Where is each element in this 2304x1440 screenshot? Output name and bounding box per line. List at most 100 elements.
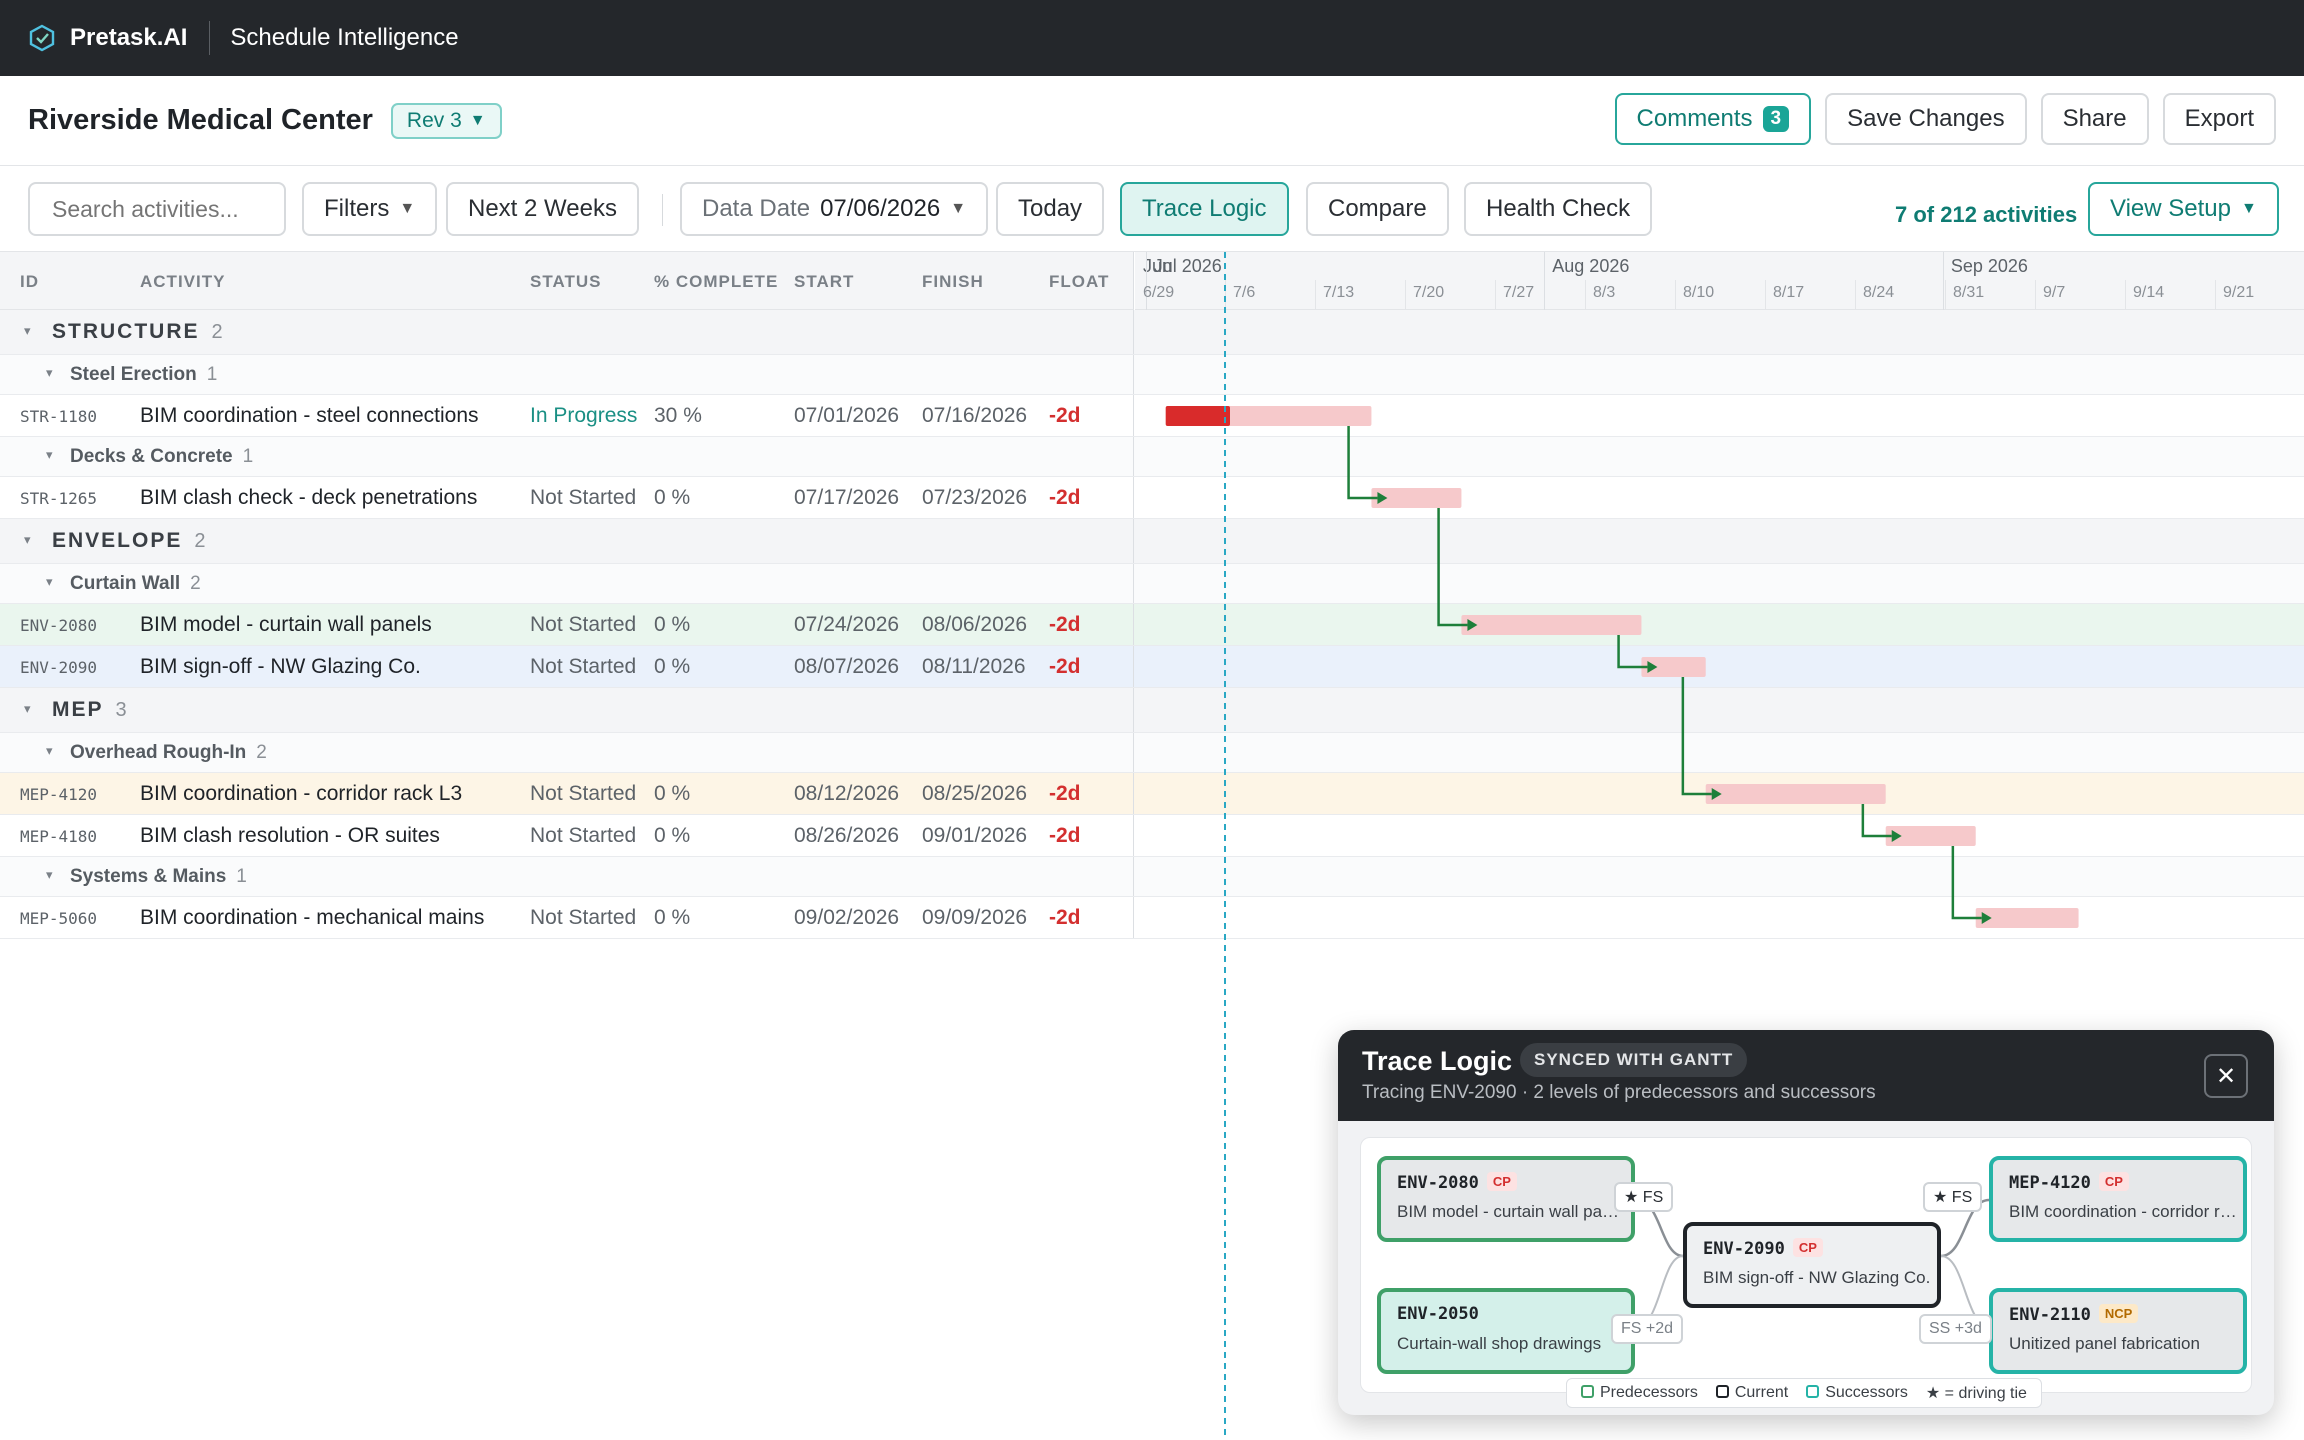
timeline-month-label: Sep 2026 xyxy=(1950,256,2028,276)
view-setup-dropdown[interactable]: View Setup ▼ xyxy=(2088,182,2279,236)
dependency-arrow-icon xyxy=(1891,830,1902,842)
timeline-week-label: 9/21 xyxy=(2223,284,2255,301)
chevron-down-icon[interactable]: ▾ xyxy=(24,701,31,716)
table-row[interactable]: ENV-2080 BIM model - curtain wall panels N… xyxy=(0,604,2304,646)
export-button[interactable]: Export xyxy=(2162,93,2276,145)
filters-dropdown[interactable]: Filters ▼ xyxy=(302,182,438,236)
legend-swatch xyxy=(1581,1385,1594,1398)
column-header-float[interactable]: FLOAT xyxy=(1049,272,1110,291)
group-row[interactable]: ▾ ENVELOPE 2 xyxy=(0,519,2304,564)
trace-node-predecessor[interactable]: ENV-2050 Curtain-wall shop drawings xyxy=(1377,1288,1635,1374)
critical-path-tag: CP xyxy=(2098,1172,2129,1191)
close-icon[interactable]: ✕ xyxy=(2204,1054,2248,1098)
compare-button[interactable]: Compare xyxy=(1306,182,1449,236)
table-row[interactable]: ENV-2090 BIM sign-off - NW Glazing Co. Not… xyxy=(0,646,2304,688)
timeline-week-divider xyxy=(1765,280,1766,310)
project-header: Riverside Medical Center Rev 3 ▼ Comment… xyxy=(0,76,2304,166)
column-header-status[interactable]: STATUS xyxy=(530,272,602,291)
gantt-bar xyxy=(1641,657,1706,677)
subgroup-count: 2 xyxy=(190,573,201,594)
subgroup-count: 1 xyxy=(242,446,254,467)
comments-button[interactable]: Comments 3 xyxy=(1614,93,1812,145)
trace-node-predecessor[interactable]: ENV-2080 CP BIM model - curtain wall pane… xyxy=(1377,1156,1635,1242)
timeline-month-divider xyxy=(1544,252,1546,310)
node-description: BIM sign-off - NW Glazing Co. xyxy=(1703,1268,1931,1287)
table-row[interactable]: STR-1265 BIM clash check - deck penetrati… xyxy=(0,477,2304,519)
pretask-logo-icon xyxy=(29,24,55,52)
dependency-arrow-icon xyxy=(1377,492,1388,504)
trace-legend: Predecessors Current Successors ★ = driv… xyxy=(1566,1378,2042,1408)
activity-id: STR-1180 xyxy=(20,407,98,426)
dependency-arrow-icon xyxy=(1711,788,1722,800)
activity-name: BIM coordination - steel connections xyxy=(140,404,479,427)
dependency-link xyxy=(1681,677,1712,796)
gantt-bar-progress xyxy=(1165,406,1230,426)
comments-label: Comments xyxy=(1636,105,1753,132)
table-row[interactable]: STR-1180 BIM coordination - steel connect… xyxy=(0,395,2304,437)
subgroup-row[interactable]: ▾ Steel Erection 1 xyxy=(0,355,2304,395)
today-button[interactable]: Today xyxy=(996,182,1105,236)
legend-swatch xyxy=(1806,1385,1820,1398)
subgroup-label: Decks & Concrete xyxy=(70,446,233,467)
subgroup-row[interactable]: ▾ Decks & Concrete 1 xyxy=(0,437,2304,477)
table-row[interactable]: MEP-4120 BIM coordination - corridor rack… xyxy=(0,773,2304,815)
timeline-month-label: Jul 2026 xyxy=(1153,256,1222,276)
subgroup-row[interactable]: ▾ Overhead Rough-In 2 xyxy=(0,733,2304,773)
activity-id: ENV-2090 xyxy=(20,658,98,677)
trace-node-successor[interactable]: MEP-4120 CP BIM coordination - corridor r… xyxy=(1989,1156,2247,1242)
save-changes-button[interactable]: Save Changes xyxy=(1825,93,2027,145)
search-input[interactable] xyxy=(28,182,286,236)
chevron-down-icon[interactable]: ▾ xyxy=(46,447,53,462)
row-table-cells: ▾ Overhead Rough-In 2 xyxy=(0,733,1134,772)
table-row[interactable]: MEP-5060 BIM coordination - mechanical ma… xyxy=(0,897,2304,939)
trace-node-successor[interactable]: ENV-2110 NCP Unitized panel fabrication xyxy=(1989,1288,2247,1374)
share-button[interactable]: Share xyxy=(2040,93,2149,145)
subgroup-row[interactable]: ▾ Systems & Mains 1 xyxy=(0,857,2304,897)
chevron-down-icon[interactable]: ▾ xyxy=(46,867,53,882)
subgroup-row[interactable]: ▾ Curtain Wall 2 xyxy=(0,564,2304,604)
timeline-week-label: 7/27 xyxy=(1503,284,1535,301)
node-id: ENV-2050 xyxy=(1397,1304,1479,1324)
group-row[interactable]: ▾ STRUCTURE 2 xyxy=(0,310,2304,355)
chevron-down-icon[interactable]: ▾ xyxy=(46,743,53,758)
column-header-start[interactable]: START xyxy=(794,272,855,291)
subgroup-name: Decks & Concrete 1 xyxy=(70,446,253,468)
chevron-down-icon[interactable]: ▾ xyxy=(24,532,31,547)
trace-node-current[interactable]: ENV-2090 CP BIM sign-off - NW Glazing Co. xyxy=(1683,1222,1941,1308)
timeline-week-label: 7/6 xyxy=(1233,284,1256,301)
synced-badge: SYNCED WITH GANTT xyxy=(1520,1043,1748,1077)
group-name: STRUCTURE 2 xyxy=(52,320,223,344)
health-check-button[interactable]: Health Check xyxy=(1464,182,1653,236)
node-id: MEP-4120 CP xyxy=(2009,1172,2129,1193)
node-description: Curtain-wall shop drawings xyxy=(1397,1334,1602,1353)
trace-panel-header: Trace Logic SYNCED WITH GANTT Tracing EN… xyxy=(1338,1030,2274,1121)
column-header-complete[interactable]: % COMPLETE xyxy=(654,272,779,291)
group-name: ENVELOPE 2 xyxy=(52,529,206,553)
row-table-cells: ▾ Systems & Mains 1 xyxy=(0,857,1134,896)
node-id: ENV-2110 NCP xyxy=(2009,1304,2139,1325)
chevron-down-icon[interactable]: ▾ xyxy=(24,323,31,338)
timeline-month-divider xyxy=(1145,252,1147,310)
total-float: -2d xyxy=(1049,613,1081,636)
group-row[interactable]: ▾ MEP 3 xyxy=(0,688,2304,733)
row-table-cells: ENV-2080 BIM model - curtain wall panels N… xyxy=(0,604,1134,645)
finish-date: 09/09/2026 xyxy=(922,906,1028,929)
column-header-finish[interactable]: FINISH xyxy=(922,272,984,291)
finish-date: 08/11/2026 xyxy=(922,655,1026,678)
revision-dropdown[interactable]: Rev 3 ▼ xyxy=(390,102,502,139)
top-bar: Pretask.AI Schedule Intelligence xyxy=(0,0,2304,76)
column-header-activity[interactable]: ACTIVITY xyxy=(140,272,226,291)
percent-complete: 0 % xyxy=(654,486,691,509)
project-title: Riverside Medical Center xyxy=(28,104,373,136)
data-date-picker[interactable]: Data Date 07/06/2026 ▼ xyxy=(680,182,989,236)
table-row[interactable]: MEP-4180 BIM clash resolution - OR suites… xyxy=(0,815,2304,857)
percent-complete: 0 % xyxy=(654,655,691,678)
gantt-bar xyxy=(1705,784,1886,804)
total-float: -2d xyxy=(1049,782,1081,805)
trace-logic-button[interactable]: Trace Logic xyxy=(1120,182,1289,236)
date-range-button[interactable]: Next 2 Weeks xyxy=(446,182,639,236)
total-float: -2d xyxy=(1049,824,1081,847)
chevron-down-icon[interactable]: ▾ xyxy=(46,574,53,589)
chevron-down-icon[interactable]: ▾ xyxy=(46,365,53,380)
column-header-id[interactable]: ID xyxy=(20,272,39,291)
